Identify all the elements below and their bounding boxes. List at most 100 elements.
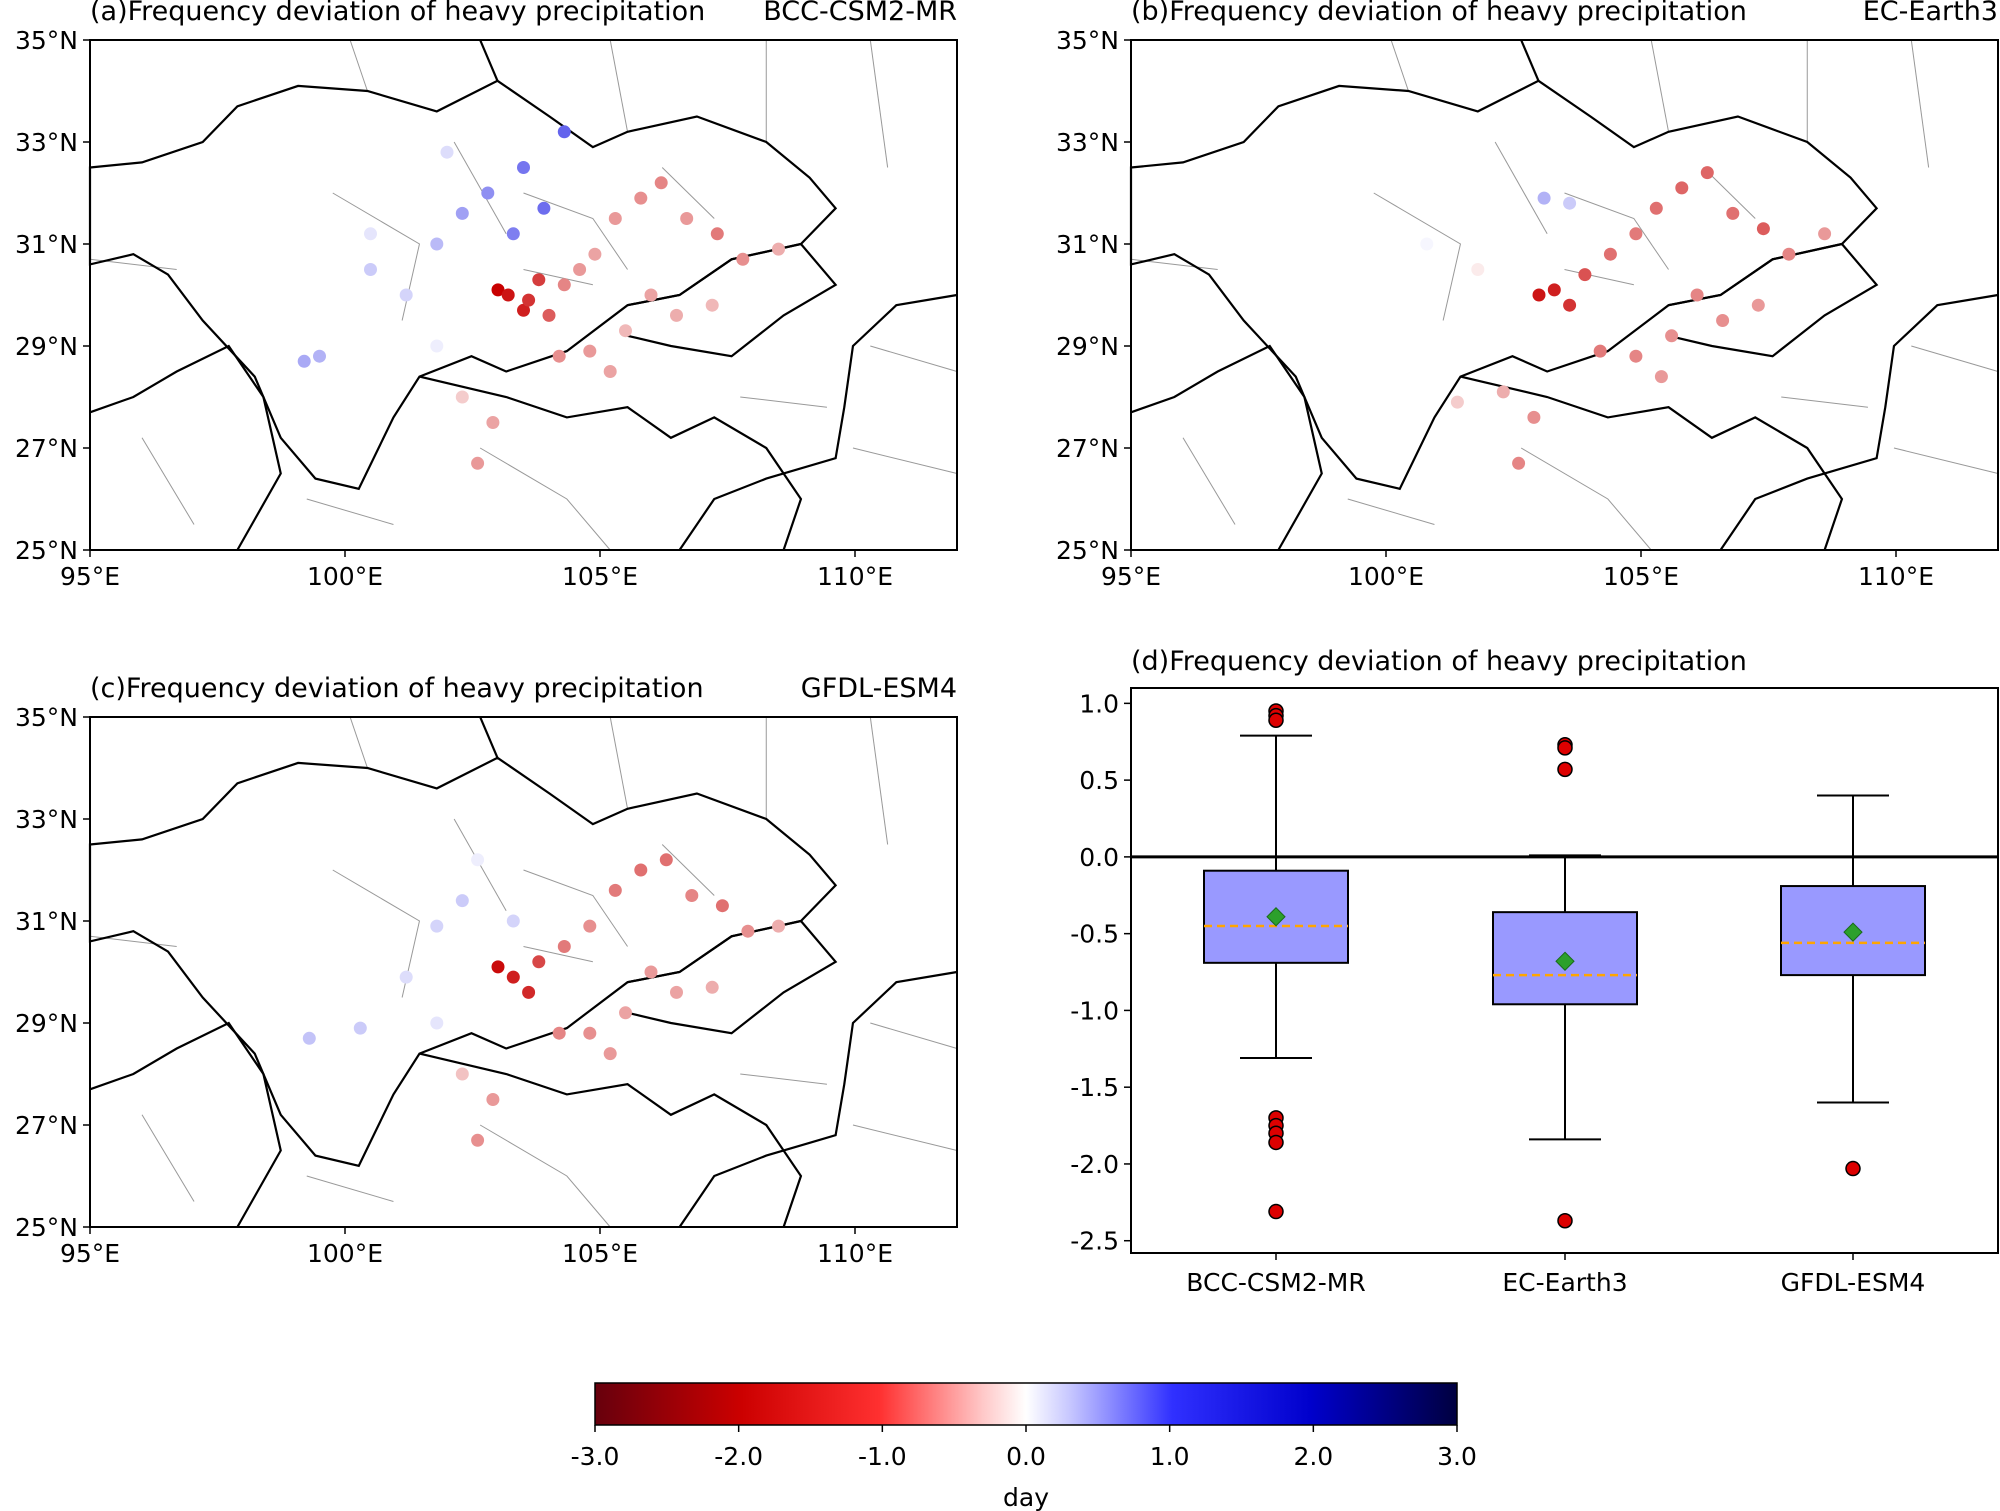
map-c-station-point-6 <box>608 883 622 897</box>
map-c-lon-tick-3: 110°E <box>817 1239 893 1268</box>
colorbar: -3.0 -2.0 -1.0 0.0 1.0 2.0 3.0 day <box>571 1382 1477 1511</box>
map-b-station-point-1 <box>1547 283 1561 297</box>
map-b-station-point-23 <box>1450 395 1464 409</box>
map-panel-b: (b)Frequency deviation of heavy precipit… <box>1056 0 1999 591</box>
panel-b-title: (b)Frequency deviation of heavy precipit… <box>1131 0 1747 27</box>
map-a-station-point-7 <box>573 263 587 276</box>
map-c-lat-tick-1: 27°N <box>15 1111 78 1140</box>
colorbar-label: day <box>1003 1483 1049 1511</box>
map-c-admin-line-1 <box>349 716 368 769</box>
map-b-lat-tick-0: 25°N <box>1056 536 1119 565</box>
boxplot-panel-d: (d)Frequency deviation of heavy precipit… <box>1070 646 1999 1297</box>
map-a-lon-tick-0: 95°E <box>60 562 120 591</box>
map-c-station-point-0 <box>491 960 505 974</box>
map-a-station-point-22 <box>552 349 566 363</box>
map-a-station-point-3 <box>522 293 536 307</box>
map-c-admin-line-12 <box>870 1022 958 1049</box>
map-a-station-point-37 <box>557 125 571 139</box>
map-c-province-boundary <box>88 756 838 1168</box>
map-b-boundary-2 <box>1460 375 1844 551</box>
map-c-station-point-29 <box>506 914 520 928</box>
map-b-boundary-1 <box>1719 293 1999 551</box>
map-c-station-point-8 <box>659 853 673 867</box>
map-a-station-point-13 <box>710 227 724 241</box>
map-a-boundary-2 <box>419 375 803 551</box>
map-a-station-point-1 <box>501 288 515 302</box>
map-b-admin-line-10 <box>1347 498 1435 525</box>
box-2-outlier-0 <box>1845 1160 1861 1177</box>
map-c-station-point-27 <box>430 919 444 933</box>
map-c-station-point-3 <box>532 955 546 969</box>
map-a-station-point-20 <box>583 344 597 358</box>
map-a-station-point-10 <box>634 191 648 205</box>
map-b-station-point-14 <box>1716 314 1730 327</box>
map-c-station-point-10 <box>715 899 729 913</box>
map-c-boundary-1 <box>678 970 958 1228</box>
map-a-lon-tick-2: 105°E <box>562 562 638 591</box>
map-a-station-point-38 <box>440 145 454 159</box>
map-c-station-point-9 <box>685 889 699 902</box>
map-a-station-point-5 <box>542 308 556 322</box>
map-b-station-point-11 <box>1782 247 1796 261</box>
map-a-station-point-39 <box>364 227 377 241</box>
map-b-frame <box>1130 39 1999 551</box>
map-b-station-point-15 <box>1751 298 1765 312</box>
map-a-admin-line-2 <box>609 39 629 132</box>
map-a-station-point-23 <box>486 416 500 429</box>
map-c-station-point-19 <box>552 1026 566 1040</box>
map-b-station-point-13 <box>1690 288 1704 302</box>
map-a-station-point-15 <box>772 242 785 256</box>
map-a-station-point-36 <box>537 201 551 215</box>
map-c-station-point-26 <box>302 1031 316 1045</box>
map-b-station-point-22 <box>1496 385 1510 399</box>
map-b-lon-tick-2: 105°E <box>1603 562 1679 591</box>
map-c-admin-line-10 <box>306 1175 394 1202</box>
map-b-station-point-6 <box>1649 201 1663 215</box>
map-c-lon-tick-1: 100°E <box>307 1239 383 1268</box>
map-a-station-point-11 <box>654 176 668 190</box>
map-a-station-point-12 <box>680 212 694 225</box>
map-b-station-point-8 <box>1700 166 1714 180</box>
map-c-lon-tick-2: 105°E <box>562 1239 638 1268</box>
map-c-station-point-14 <box>670 985 683 999</box>
colorbar-gradient <box>594 1382 1458 1426</box>
map-a-admin-line-14 <box>141 437 195 525</box>
colorbar-tick-4: 1.0 <box>1150 1442 1190 1471</box>
boxplot-y-tick-1: 0.5 <box>1079 766 1119 795</box>
map-a-station-point-19 <box>619 324 632 338</box>
map-b-admin-line-7 <box>1373 192 1462 321</box>
map-a-frame <box>89 39 958 551</box>
panel-c-title: (c)Frequency deviation of heavy precipit… <box>90 673 704 704</box>
map-c-frame <box>89 716 958 1228</box>
map-b-chongqing-boundary <box>1668 242 1879 358</box>
map-b-station-point-3 <box>1578 268 1592 282</box>
map-a-station-point-8 <box>588 247 602 261</box>
map-b-station-point-9 <box>1726 206 1740 220</box>
map-a-station-point-26 <box>430 339 444 353</box>
map-b-boundary-3 <box>1520 39 1540 82</box>
map-c-admin-line-9 <box>661 844 715 896</box>
map-b-lon-tick-3: 110°E <box>1858 562 1934 591</box>
map-b-admin-line-4 <box>1910 39 1930 168</box>
map-b-station-point-19 <box>1593 344 1607 358</box>
box-1-outlier-3 <box>1557 1213 1573 1229</box>
map-c-boundary-2 <box>419 1052 803 1228</box>
map-a-admin-line-10 <box>306 498 394 525</box>
map-b-station-point-16 <box>1665 329 1679 343</box>
map-c-station-point-28 <box>455 894 469 908</box>
colorbar-tick-2: -1.0 <box>858 1442 907 1471</box>
map-a-station-point-35 <box>517 161 530 174</box>
map-b-admin-line-1 <box>1390 39 1409 92</box>
map-b-station-point-4 <box>1603 247 1617 261</box>
box-2-iqr <box>1780 885 1926 977</box>
map-b-station-point-0 <box>1532 288 1546 302</box>
map-c-admin-line-13 <box>852 1124 958 1151</box>
map-a-station-point-14 <box>736 252 750 266</box>
colorbar-tick-0: -3.0 <box>571 1442 620 1471</box>
map-b-lon-tick-1: 100°E <box>1348 562 1424 591</box>
panel-c-model: GFDL-ESM4 <box>801 673 957 704</box>
map-a-admin-line-15 <box>740 396 828 408</box>
map-b-station-point-7 <box>1675 181 1689 195</box>
map-c-lat-tick-2: 29°N <box>15 1009 78 1038</box>
map-b-station-point-25 <box>1563 196 1577 210</box>
